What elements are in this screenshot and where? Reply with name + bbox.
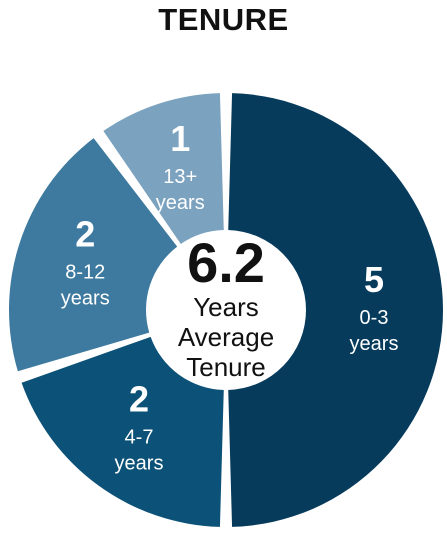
slice-value-label: 5	[364, 259, 384, 300]
center-value: 6.2	[187, 231, 265, 294]
slice-value-label: 2	[75, 213, 95, 254]
center-caption: Average	[178, 322, 274, 352]
slice-range-label: years	[115, 453, 164, 475]
slice-value-label: 1	[170, 118, 190, 159]
donut-slice-3	[103, 93, 224, 244]
slice-range-label: years	[350, 333, 399, 355]
slice-range-label: years	[156, 192, 205, 214]
slice-range-label: years	[61, 287, 110, 309]
donut-slice-2	[8, 138, 178, 372]
donut-slice-0	[228, 93, 444, 527]
center-caption: Tenure	[186, 352, 266, 382]
slice-value-label: 2	[129, 379, 149, 420]
slice-range-label: 8-12	[65, 261, 105, 283]
slice-range-label: 4-7	[125, 427, 154, 449]
center-caption: Years	[193, 292, 259, 322]
slice-range-label: 0-3	[360, 307, 389, 329]
slice-range-label: 13+	[163, 166, 197, 188]
donut-slice-1	[21, 336, 224, 527]
chart-title: TENURE	[158, 2, 289, 37]
